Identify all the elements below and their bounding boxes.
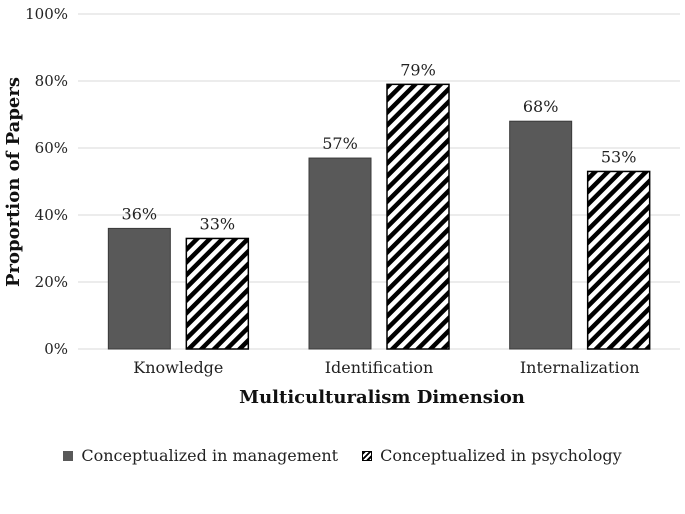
bar-chart: 0% 20% 40% 60% 80% 100% 36% 33% 57% 79% 68% 53% Kn…: [3, 5, 680, 408]
data-label: 68%: [523, 97, 559, 116]
data-labels: 36% 33% 57% 79% 68% 53%: [122, 60, 637, 233]
data-label: 36%: [122, 204, 158, 223]
bars: [107, 83, 651, 350]
x-category-label: Internalization: [520, 358, 640, 377]
legend-label-management: Conceptualized in management: [81, 446, 339, 465]
data-label: 53%: [601, 147, 637, 166]
legend-item-management: Conceptualized in management: [63, 446, 338, 465]
y-axis-ticks: 0% 20% 40% 60% 80% 100%: [25, 5, 68, 358]
data-label: 57%: [322, 134, 358, 153]
bar: [185, 237, 250, 350]
bar: [107, 227, 171, 350]
y-tick-label: 60%: [35, 139, 68, 157]
bar: [586, 170, 651, 350]
y-axis-title: Proportion of Papers: [3, 77, 24, 287]
gridlines: [78, 13, 680, 350]
bar: [509, 120, 573, 350]
legend-label-psychology: Conceptualized in psychology: [380, 446, 622, 465]
x-category-label: Identification: [325, 358, 434, 377]
x-axis-categories: Knowledge Identification Internalization: [133, 358, 639, 377]
data-label: 79%: [400, 60, 436, 79]
data-label: 33%: [200, 214, 236, 233]
y-tick-label: 100%: [25, 5, 68, 23]
legend-item-psychology: Conceptualized in psychology: [362, 446, 622, 465]
x-category-label: Knowledge: [133, 358, 223, 377]
legend-swatch-psychology: [362, 450, 373, 461]
x-axis-title: Multiculturalism Dimension: [239, 387, 525, 408]
y-tick-label: 80%: [35, 72, 68, 90]
y-tick-label: 40%: [35, 206, 68, 224]
y-tick-label: 20%: [35, 273, 68, 291]
bar: [386, 83, 450, 350]
legend: Conceptualized in management Conceptuali…: [0, 446, 685, 465]
legend-swatch-management: [63, 450, 74, 461]
bar: [308, 157, 372, 350]
y-tick-label: 0%: [44, 340, 68, 358]
